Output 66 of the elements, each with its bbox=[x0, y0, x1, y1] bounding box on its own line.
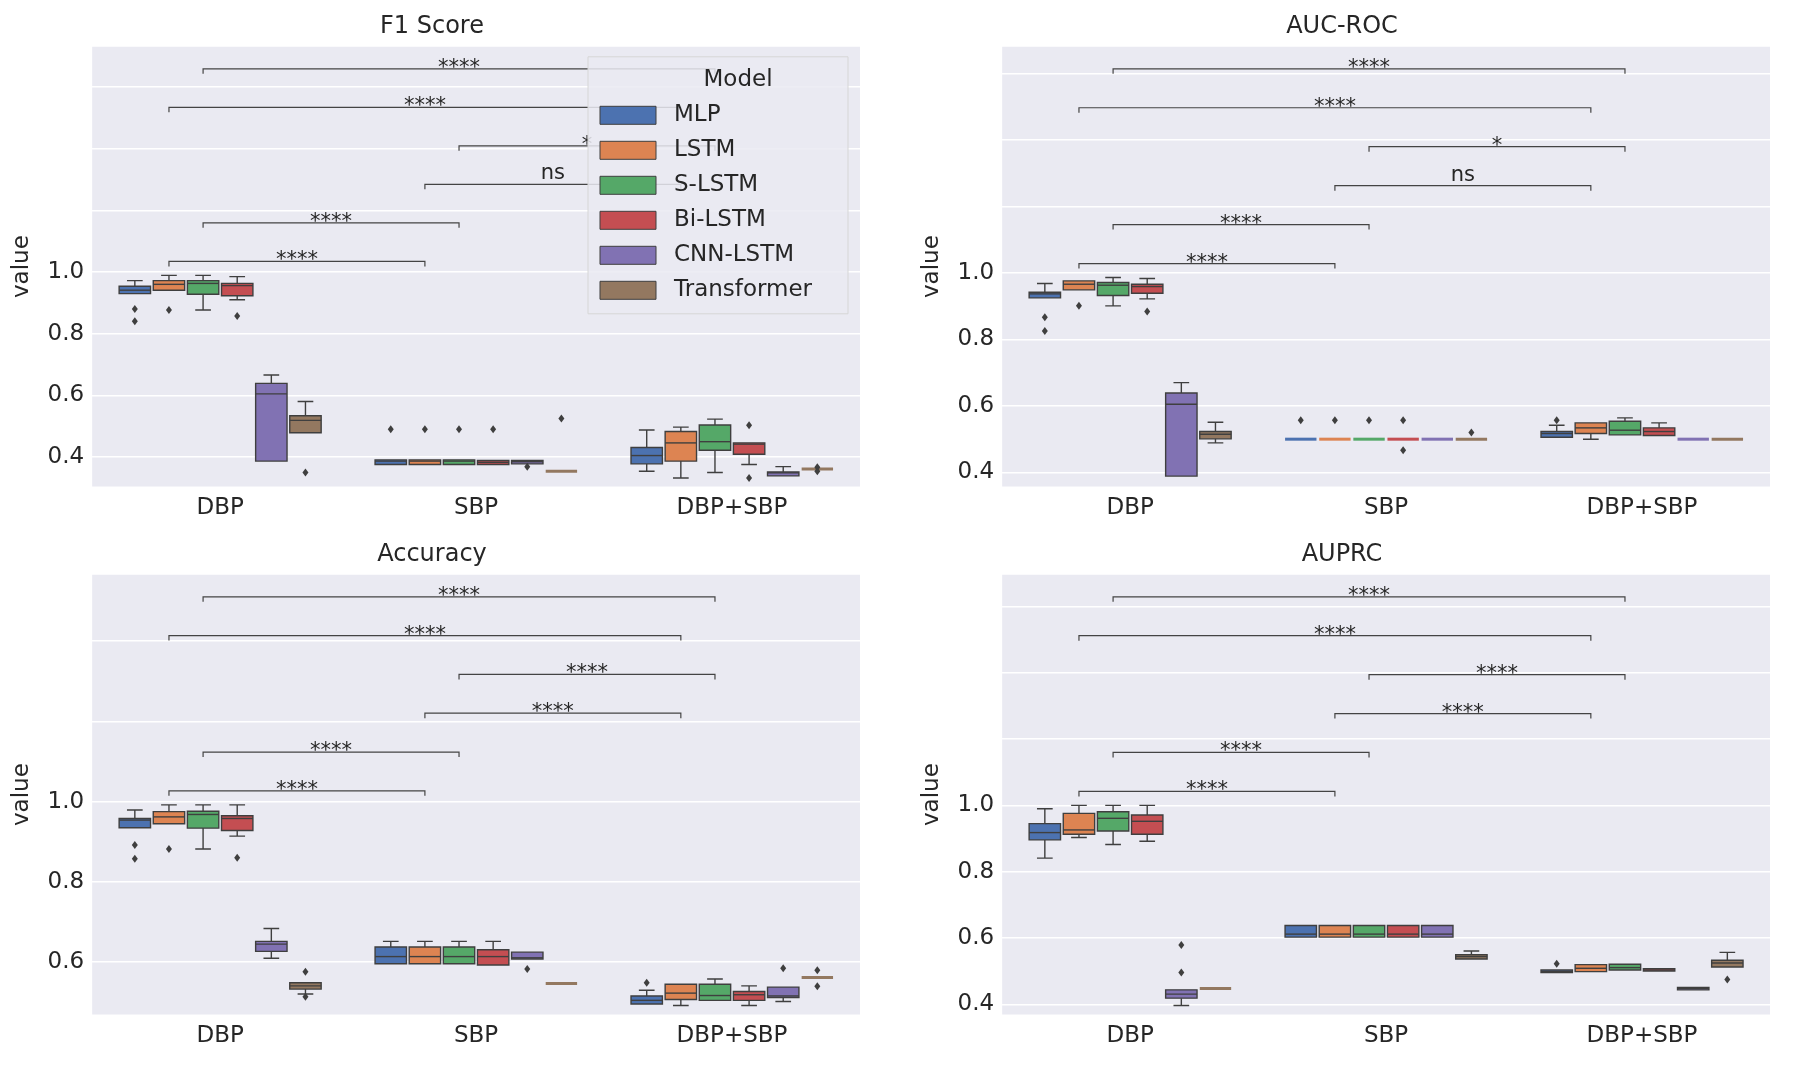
y-axis-title: value bbox=[916, 763, 943, 827]
legend-label: S-LSTM bbox=[674, 170, 759, 197]
x-tick-label: DBP+SBP bbox=[676, 493, 788, 520]
y-tick-label: 0.6 bbox=[957, 390, 995, 417]
y-tick-label: 1.0 bbox=[47, 256, 85, 283]
y-tick-label: 0.8 bbox=[47, 318, 85, 345]
x-tick-label: DBP bbox=[1106, 493, 1154, 520]
annotation: **** bbox=[1441, 699, 1484, 724]
x-tick-label: SBP bbox=[453, 493, 499, 520]
chart-title: F1 Score bbox=[380, 10, 484, 39]
legend-label: Transformer bbox=[673, 275, 813, 302]
x-tick-label: SBP bbox=[1363, 1021, 1409, 1048]
x-tick-label: DBP bbox=[1106, 1021, 1154, 1048]
x-tick-label: DBP+SBP bbox=[1586, 1021, 1698, 1048]
x-tick-label: DBP+SBP bbox=[1586, 493, 1698, 520]
annotation: **** bbox=[1313, 621, 1356, 646]
y-tick-label: 0.6 bbox=[47, 947, 85, 974]
legend-label: Bi-LSTM bbox=[674, 205, 766, 232]
x-tick-label: DBP bbox=[196, 1021, 244, 1048]
annotation: **** bbox=[275, 776, 318, 801]
annotation: **** bbox=[275, 247, 318, 272]
annotation: **** bbox=[310, 208, 353, 233]
chart-title: Accuracy bbox=[377, 538, 487, 567]
y-tick-label: 0.6 bbox=[957, 923, 995, 950]
annotation: * bbox=[1491, 132, 1503, 157]
x-tick-label: DBP+SBP bbox=[676, 1021, 788, 1048]
chart-title: AUPRC bbox=[1301, 538, 1383, 567]
annotation: **** bbox=[531, 699, 574, 724]
legend-label: LSTM bbox=[674, 135, 736, 162]
chart-title: AUC-ROC bbox=[1286, 10, 1398, 39]
y-tick-label: 0.4 bbox=[957, 457, 995, 484]
y-tick-label: 0.8 bbox=[957, 856, 995, 883]
annotation: **** bbox=[1220, 210, 1263, 235]
y-tick-label: 1.0 bbox=[47, 786, 85, 813]
annotation: **** bbox=[1348, 54, 1391, 79]
annotation: **** bbox=[566, 660, 608, 685]
x-tick-label: SBP bbox=[1363, 493, 1409, 520]
legend-label: MLP bbox=[674, 100, 721, 127]
y-axis-title: value bbox=[6, 235, 33, 299]
annotation: **** bbox=[403, 93, 446, 118]
annotation: **** bbox=[1185, 777, 1228, 802]
annotation: **** bbox=[1476, 660, 1518, 685]
x-tick-label: DBP bbox=[196, 493, 244, 520]
annotation: **** bbox=[438, 54, 481, 79]
annotation: * bbox=[581, 131, 593, 156]
annotation: **** bbox=[1220, 738, 1263, 763]
annotation: **** bbox=[403, 621, 446, 646]
y-axis-title: value bbox=[6, 763, 33, 827]
y-tick-label: 0.6 bbox=[47, 380, 85, 407]
annotation: **** bbox=[310, 737, 353, 762]
annotation: **** bbox=[1313, 93, 1356, 118]
annotation: **** bbox=[438, 582, 481, 607]
y-tick-label: 1.0 bbox=[957, 257, 995, 284]
annotation: ns bbox=[1450, 161, 1475, 186]
x-tick-label: SBP bbox=[453, 1021, 499, 1048]
annotation: **** bbox=[1348, 582, 1391, 607]
y-tick-label: 0.4 bbox=[957, 989, 995, 1016]
y-tick-label: 0.4 bbox=[47, 442, 85, 469]
y-tick-label: 0.8 bbox=[47, 866, 85, 893]
annotation: **** bbox=[1185, 249, 1228, 274]
y-tick-label: 1.0 bbox=[957, 790, 995, 817]
legend-title: Model bbox=[703, 65, 773, 92]
annotation: ns bbox=[540, 160, 565, 185]
legend-label: CNN-LSTM bbox=[674, 240, 795, 267]
y-tick-label: 0.8 bbox=[957, 324, 995, 351]
y-axis-title: value bbox=[916, 235, 943, 299]
